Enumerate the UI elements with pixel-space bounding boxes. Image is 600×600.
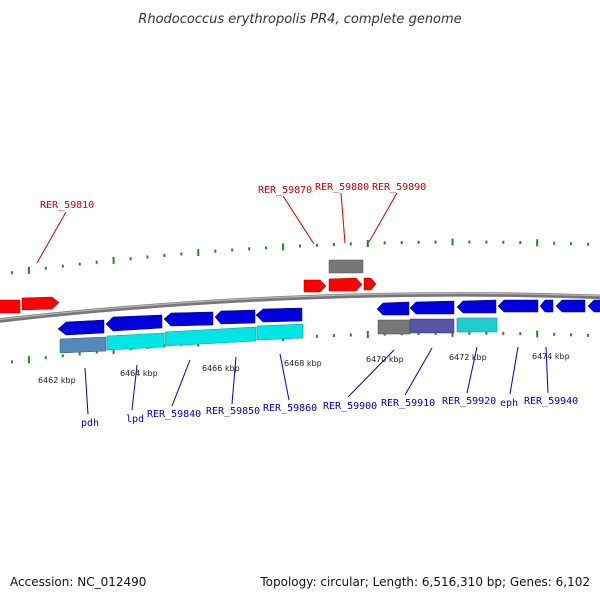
gene-label-RER_59860[interactable]: RER_59860 (263, 403, 317, 414)
scale-label-6468: 6468 kbp (284, 359, 322, 368)
scale-label-6474: 6474 kbp (532, 352, 570, 361)
gene-reverse-59840[interactable] (163, 311, 214, 327)
gene-reverse-pdh[interactable] (57, 319, 105, 336)
gene-label-RER_59900[interactable]: RER_59900 (323, 401, 377, 412)
gene-reverse-small[interactable] (539, 299, 554, 313)
top-tick-row (10, 238, 590, 275)
gene-reverse-eph[interactable] (497, 299, 539, 313)
gene-label-RER_59920[interactable]: RER_59920 (442, 396, 496, 407)
gene-reverse-59850[interactable] (214, 309, 256, 325)
feature-cyan-1[interactable] (106, 332, 165, 351)
gene-forward-4[interactable] (328, 277, 363, 292)
accession-text: Accession: NC_012490 (10, 575, 146, 589)
gene-label-RER_59850[interactable]: RER_59850 (206, 406, 260, 417)
map-title: Rhodococcus erythropolis PR4, complete g… (138, 12, 461, 27)
gene-label-lpd[interactable]: lpd (126, 414, 144, 425)
gene-label-RER_59940[interactable]: RER_59940 (524, 396, 578, 407)
reverse-labels: pdh lpd RER_59840 RER_59850 RER_59860 RE… (81, 346, 578, 429)
gene-label-eph[interactable]: eph (500, 398, 518, 409)
gene-forward-2[interactable] (21, 296, 60, 311)
gene-label-RER_59810[interactable]: RER_59810 (40, 200, 94, 211)
genome-backbone (0, 292, 600, 323)
gene-reverse-59920[interactable] (456, 299, 497, 314)
gene-label-RER_59910[interactable]: RER_59910 (381, 398, 435, 409)
feature-track (59, 317, 498, 354)
feature-cyan-3[interactable] (256, 323, 304, 341)
gene-reverse-edge[interactable] (587, 299, 600, 313)
gene-label-RER_59840[interactable]: RER_59840 (147, 409, 201, 420)
feature-cyan-4[interactable] (456, 317, 498, 333)
gene-label-RER_59870[interactable]: RER_59870 (258, 185, 312, 196)
scale-label-6466: 6466 kbp (202, 364, 240, 373)
gene-forward-gray[interactable] (328, 259, 364, 274)
gene-reverse-59910[interactable] (409, 300, 455, 315)
gene-reverse-lpd[interactable] (105, 314, 163, 332)
gene-reverse-59900[interactable] (376, 301, 410, 316)
gene-label-RER_59880[interactable]: RER_59880 (315, 182, 369, 193)
feature-purple[interactable] (409, 318, 455, 334)
gene-label-pdh[interactable]: pdh (81, 418, 99, 429)
scale-label-6462: 6462 kbp (38, 376, 76, 385)
scale-label-6472: 6472 kbp (449, 353, 487, 362)
gene-forward-5[interactable] (363, 277, 377, 291)
gene-forward-1[interactable] (0, 299, 21, 314)
genome-summary-text: Topology: circular; Length: 6,516,310 bp… (259, 575, 590, 589)
scale-label-6464: 6464 kbp (120, 369, 158, 378)
feature-cyan-2[interactable] (164, 326, 257, 347)
reverse-gene-track (57, 299, 600, 336)
genome-backbone-highlight (0, 292, 600, 321)
gene-label-RER_59890[interactable]: RER_59890 (372, 182, 426, 193)
forward-labels: RER_59810 RER_59870 RER_59880 RER_59890 (36, 182, 426, 264)
feature-gray[interactable] (377, 319, 411, 335)
gene-reverse-59860[interactable] (255, 307, 303, 323)
gene-reverse-59940[interactable] (555, 299, 586, 313)
gene-forward-3[interactable] (303, 279, 327, 293)
feature-steel[interactable] (59, 336, 107, 354)
forward-gene-track (0, 259, 377, 314)
